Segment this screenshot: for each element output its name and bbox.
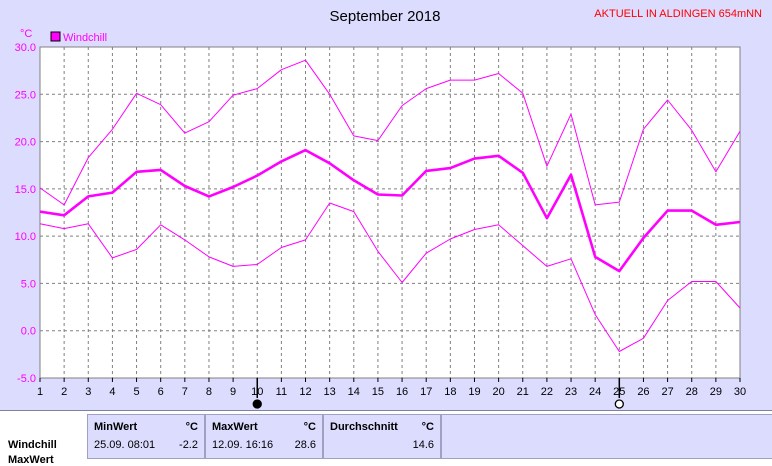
legend-label: Windchill	[63, 32, 107, 44]
x-tick-label: 3	[85, 386, 91, 398]
x-tick-label: 26	[637, 386, 649, 398]
stats-panel: Windchill MaxWert MinWert °C 25.09. 08:0…	[0, 410, 772, 466]
stats-row-label-2: MaxWert	[8, 454, 54, 466]
stats-row-label: Windchill	[8, 439, 57, 451]
axes: 30.025.020.015.010.05.00.0-5.01 2 3 4 5 6 7 8 9 1…	[15, 42, 746, 409]
avg-unit: °C	[421, 421, 434, 433]
min-unit: °C	[185, 421, 198, 433]
x-tick-label: 14	[348, 386, 360, 398]
x-tick-label: 20	[492, 386, 504, 398]
grid	[40, 47, 740, 378]
y-tick-label: 10.0	[15, 231, 36, 243]
x-tick-label: 7	[182, 386, 188, 398]
x-tick-label: 16	[396, 386, 408, 398]
y-tick-label: -5.0	[17, 373, 36, 385]
new-moon-icon	[252, 399, 262, 409]
x-tick-label: 19	[468, 386, 480, 398]
y-tick-label: 5.0	[21, 278, 36, 290]
max-stat-cell: MaxWert °C 12.09. 16:16 28.6	[205, 414, 323, 459]
avg-header: Durchschnitt	[330, 421, 398, 433]
x-tick-label: 8	[206, 386, 212, 398]
chart-title: September 2018	[330, 8, 441, 25]
x-tick-label: 5	[133, 386, 139, 398]
series-line-mean	[39, 148, 741, 273]
x-tick-label: 29	[710, 386, 722, 398]
max-value: 28.6	[294, 439, 316, 451]
x-tick-label: 27	[661, 386, 673, 398]
x-tick-label: 4	[109, 386, 115, 398]
x-tick-label: 12	[299, 386, 311, 398]
x-tick-label: 21	[517, 386, 529, 398]
series-line-max	[39, 59, 741, 206]
min-stat-cell: MinWert °C 25.09. 08:01 -2.2	[87, 414, 205, 459]
max-header: MaxWert	[212, 421, 258, 433]
x-tick-label: 9	[230, 386, 236, 398]
y-unit-label: °C	[20, 28, 32, 40]
max-unit: °C	[303, 421, 316, 433]
x-tick-label: 18	[444, 386, 456, 398]
x-tick-label: 24	[589, 386, 601, 398]
x-tick-label: 30	[734, 386, 746, 398]
max-datetime: 12.09. 16:16	[212, 439, 274, 451]
y-tick-label: 30.0	[15, 42, 36, 54]
x-tick-label: 15	[372, 386, 384, 398]
y-tick-label: 15.0	[15, 184, 36, 196]
temperature-chart: September 2018 AKTUELL IN ALDINGEN 654mN…	[15, 8, 762, 409]
chart-area: September 2018 AKTUELL IN ALDINGEN 654mN…	[0, 0, 772, 410]
y-tick-label: 0.0	[21, 326, 36, 338]
station-label: AKTUELL IN ALDINGEN 654mNN	[594, 8, 762, 20]
series-layer	[39, 59, 741, 352]
x-tick-label: 13	[324, 386, 336, 398]
x-tick-label: 11	[276, 386, 287, 398]
min-value: -2.2	[179, 439, 198, 451]
plot-background	[39, 46, 741, 379]
x-tick-label: 28	[686, 386, 698, 398]
x-tick-label: 2	[61, 386, 67, 398]
y-tick-label: 25.0	[15, 89, 36, 101]
stats-empty-cell	[441, 414, 772, 459]
full-moon-icon	[614, 399, 624, 409]
avg-stat-cell: Durchschnitt °C 14.6	[323, 414, 441, 459]
x-tick-label: 22	[541, 386, 553, 398]
legend-swatch	[50, 31, 61, 42]
x-tick-label: 1	[37, 386, 43, 398]
x-tick-label: 6	[158, 386, 164, 398]
x-tick-label: 23	[565, 386, 577, 398]
avg-value: 14.6	[412, 439, 434, 451]
y-tick-label: 20.0	[15, 137, 36, 149]
series-line-min	[39, 202, 741, 352]
min-datetime: 25.09. 08:01	[94, 439, 156, 451]
x-tick-label: 17	[420, 386, 432, 398]
min-header: MinWert	[94, 421, 138, 433]
